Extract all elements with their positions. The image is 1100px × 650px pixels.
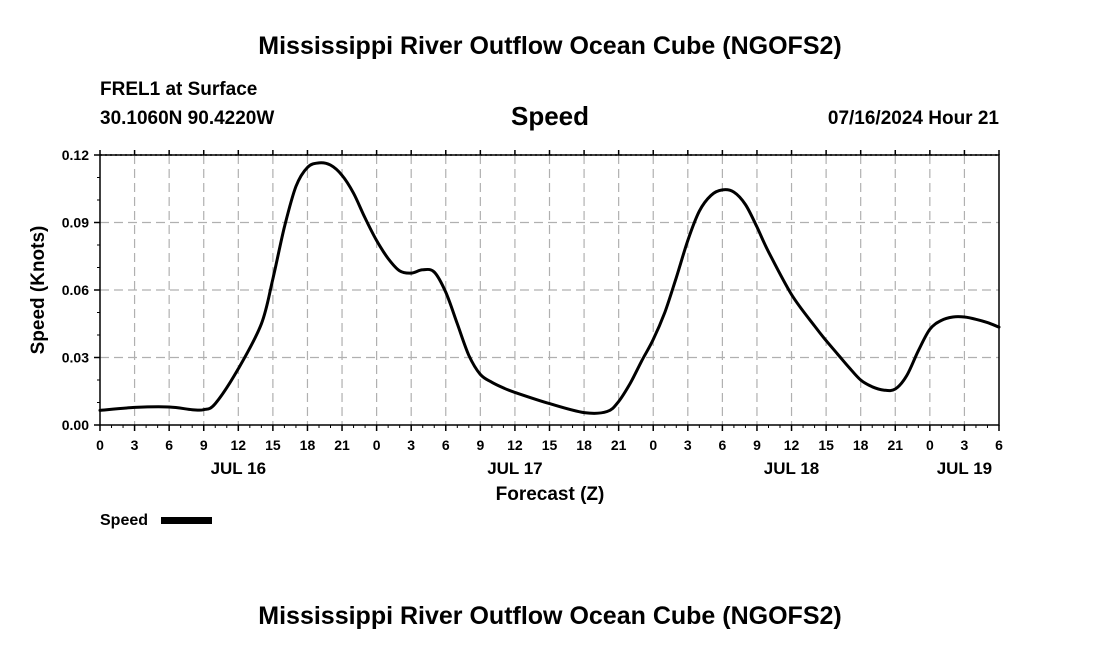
plot-area bbox=[94, 150, 1001, 431]
date-label: JUL 19 bbox=[937, 459, 992, 478]
station-label: FREL1 at Surface bbox=[100, 79, 257, 100]
speed-series-line bbox=[98, 161, 1001, 415]
x-tick-label: 21 bbox=[887, 437, 903, 453]
x-axis-label: Forecast (Z) bbox=[496, 484, 605, 505]
x-tick-label: 3 bbox=[684, 437, 692, 453]
legend-label: Speed bbox=[100, 512, 148, 529]
x-tick-label: 12 bbox=[507, 437, 523, 453]
x-tick-label: 18 bbox=[576, 437, 592, 453]
x-tick-label: 18 bbox=[853, 437, 869, 453]
y-tick-label: 0.12 bbox=[62, 147, 89, 163]
date-label: JUL 16 bbox=[211, 459, 266, 478]
plot-frame bbox=[99, 154, 1000, 426]
y-tick-label: 0.00 bbox=[62, 417, 89, 433]
grid-lines bbox=[100, 154, 999, 425]
x-tick-label: 15 bbox=[818, 437, 834, 453]
y-axis-tick-labels: 0.00 0.03 0.06 0.09 0.12 bbox=[62, 147, 89, 433]
legend: Speed bbox=[100, 512, 212, 529]
x-tick-label: 12 bbox=[784, 437, 800, 453]
chart-title: Mississippi River Outflow Ocean Cube (NG… bbox=[258, 32, 841, 60]
location-label: 30.1060N 90.4220W bbox=[100, 108, 274, 129]
x-tick-label: 0 bbox=[373, 437, 381, 453]
date-label: JUL 18 bbox=[764, 459, 819, 478]
y-tick-label: 0.06 bbox=[62, 282, 89, 298]
x-tick-label: 3 bbox=[131, 437, 139, 453]
x-tick-label: 12 bbox=[231, 437, 247, 453]
x-tick-label: 0 bbox=[926, 437, 934, 453]
x-tick-label: 3 bbox=[961, 437, 969, 453]
x-tick-label: 0 bbox=[649, 437, 657, 453]
x-tick-label: 6 bbox=[995, 437, 1003, 453]
x-tick-label: 9 bbox=[200, 437, 208, 453]
x-axis-tick-labels: 0 3 6 9 12 15 18 21 0 3 6 9 12 15 18 21 0 3 6 9 12 15 18 21 0 3 6 bbox=[96, 437, 1003, 453]
legend-swatch bbox=[161, 517, 212, 524]
x-tick-label: 21 bbox=[334, 437, 350, 453]
x-tick-label: 6 bbox=[442, 437, 450, 453]
x-tick-label: 9 bbox=[753, 437, 761, 453]
x-tick-label: 6 bbox=[718, 437, 726, 453]
y-tick-label: 0.03 bbox=[62, 350, 89, 366]
x-tick-label: 0 bbox=[96, 437, 104, 453]
footer-title: Mississippi River Outflow Ocean Cube (NG… bbox=[258, 602, 841, 630]
x-tick-label: 15 bbox=[542, 437, 558, 453]
x-tick-label: 18 bbox=[300, 437, 316, 453]
date-label: JUL 17 bbox=[487, 459, 542, 478]
x-tick-label: 9 bbox=[476, 437, 484, 453]
x-tick-label: 21 bbox=[611, 437, 627, 453]
chart-subtitle: Speed bbox=[511, 101, 589, 131]
y-axis-label: Speed (Knots) bbox=[28, 226, 49, 355]
x-tick-label: 15 bbox=[265, 437, 281, 453]
y-tick-label: 0.09 bbox=[62, 215, 89, 231]
x-tick-label: 6 bbox=[165, 437, 173, 453]
x-tick-label: 3 bbox=[407, 437, 415, 453]
x-axis-date-labels: JUL 16 JUL 17 JUL 18 JUL 19 bbox=[211, 459, 993, 478]
timestamp-label: 07/16/2024 Hour 21 bbox=[828, 108, 1000, 129]
